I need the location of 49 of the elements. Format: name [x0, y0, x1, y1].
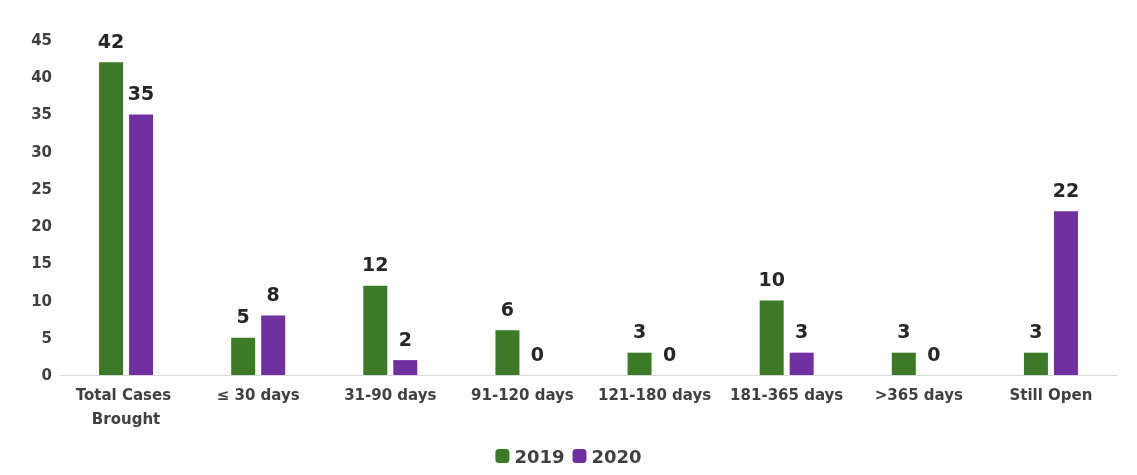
- y-tick-label: 5: [41, 328, 52, 347]
- bar: [891, 352, 916, 375]
- y-tick-label: 15: [31, 254, 52, 273]
- data-label: 8: [266, 282, 280, 305]
- x-tick-label: ≤ 30 days: [216, 386, 300, 404]
- data-label: 3: [897, 320, 911, 343]
- y-tick-label: 45: [31, 31, 52, 49]
- bar: [1023, 352, 1048, 375]
- data-label: 2: [398, 327, 412, 350]
- data-label: 6: [500, 297, 515, 320]
- bar: [231, 337, 256, 375]
- data-label: 0: [927, 342, 941, 365]
- y-tick-label: 35: [31, 105, 52, 124]
- x-tick-label: Still Open: [1009, 386, 1093, 404]
- bar: [261, 315, 286, 375]
- y-tick-label: 40: [31, 68, 52, 87]
- y-tick-label: 0: [41, 366, 52, 384]
- x-tick-label: Total Cases Brought: [75, 386, 177, 428]
- bar: [99, 62, 124, 375]
- x-tick-label: 121-180 days: [597, 386, 712, 404]
- bar: [627, 352, 652, 375]
- bar: [129, 114, 154, 375]
- data-label: 5: [236, 305, 250, 328]
- bar: [759, 300, 784, 375]
- bar: [495, 330, 520, 375]
- bar: [393, 360, 418, 375]
- y-tick-label: 30: [31, 142, 52, 161]
- legend-label: 2020: [591, 445, 642, 467]
- data-label: 0: [530, 342, 545, 365]
- legend-label: 2019: [514, 445, 565, 467]
- data-label: 10: [758, 268, 785, 291]
- data-label: 22: [1052, 178, 1080, 201]
- y-tick-label: 20: [31, 217, 52, 236]
- data-label: 3: [632, 320, 647, 343]
- x-tick-label: 181-365 days: [730, 386, 844, 404]
- x-tick-label: >365 days: [874, 386, 963, 404]
- x-tick-label: 31-90 days: [344, 386, 437, 404]
- bar: [1053, 211, 1078, 375]
- bar: [363, 285, 388, 375]
- data-label: 3: [795, 320, 809, 343]
- x-tick-label: 91-120 days: [471, 386, 574, 404]
- y-tick-label: 10: [31, 291, 52, 310]
- data-label: 42: [97, 29, 125, 52]
- y-tick-label: 25: [31, 179, 52, 198]
- data-label: 0: [662, 342, 677, 365]
- data-label: 35: [127, 81, 155, 104]
- data-label: 3: [1029, 320, 1043, 343]
- data-label: 12: [362, 253, 389, 276]
- bar: [789, 352, 814, 375]
